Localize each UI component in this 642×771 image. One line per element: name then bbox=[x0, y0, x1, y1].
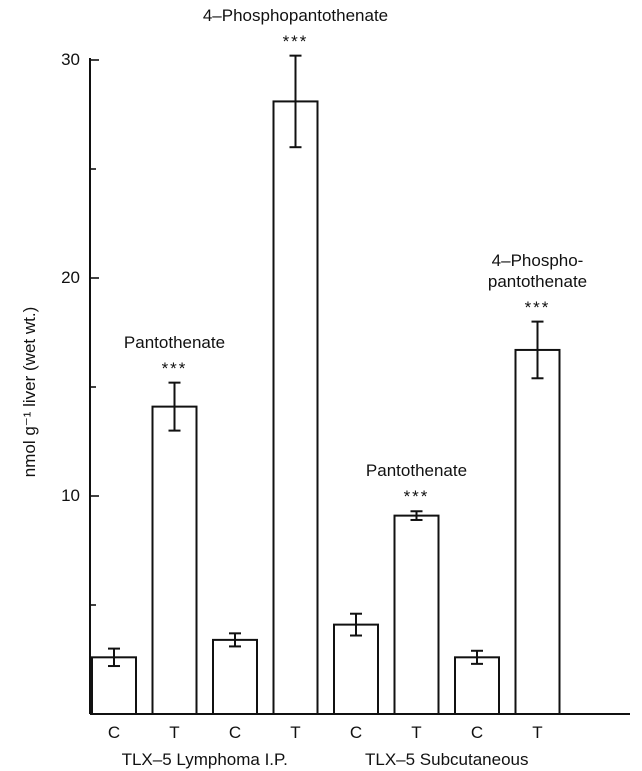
group-label: TLX–5 Lymphoma I.P. bbox=[121, 750, 288, 769]
annotation-label: Pantothenate bbox=[123, 332, 226, 352]
bar bbox=[212, 638, 258, 716]
x-tick-label: T bbox=[411, 723, 422, 742]
significance-stars: *** bbox=[282, 31, 309, 51]
y-tick-label: 20 bbox=[61, 268, 80, 287]
bar bbox=[514, 348, 561, 715]
annotation-label: 4–Phosphopantothenate bbox=[202, 5, 389, 25]
annotation-label: 4–Phospho- bbox=[491, 250, 584, 270]
x-tick-label: T bbox=[169, 723, 180, 742]
x-tick-label: T bbox=[290, 723, 301, 742]
x-tick-label: C bbox=[228, 723, 242, 742]
significance-stars: *** bbox=[161, 358, 188, 378]
y-axis-label: nmol g⁻¹ liver (wet wt.) bbox=[20, 306, 39, 478]
y-tick-label: 10 bbox=[61, 486, 80, 505]
bars bbox=[91, 100, 561, 716]
bar bbox=[151, 405, 198, 715]
significance-stars: *** bbox=[403, 487, 430, 507]
bar bbox=[91, 656, 137, 716]
x-tick-label: C bbox=[349, 723, 363, 742]
error-bars bbox=[108, 54, 544, 668]
annotation-label: Pantothenate bbox=[365, 461, 468, 481]
x-tick-label: C bbox=[107, 723, 121, 742]
group-label: TLX–5 Subcutaneous bbox=[364, 750, 529, 769]
bar bbox=[272, 100, 319, 716]
x-tick-label: C bbox=[470, 723, 484, 742]
significance-stars: *** bbox=[524, 297, 551, 317]
y-tick-label: 30 bbox=[61, 50, 80, 69]
bar bbox=[454, 656, 500, 716]
bar bbox=[333, 623, 379, 715]
x-tick-label: T bbox=[532, 723, 543, 742]
annotation-label: pantothenate bbox=[487, 271, 588, 291]
bar bbox=[393, 514, 440, 715]
